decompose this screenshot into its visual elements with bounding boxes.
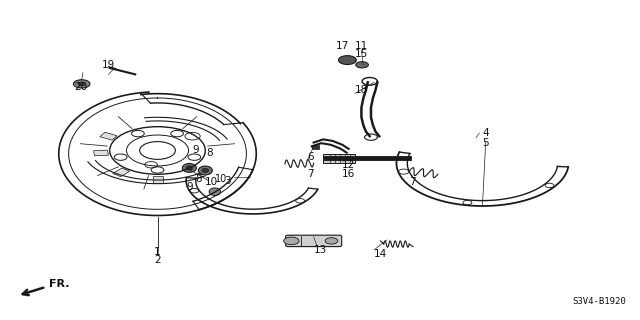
Text: 6: 6: [307, 152, 314, 162]
Ellipse shape: [182, 164, 196, 172]
Circle shape: [74, 80, 90, 88]
Bar: [323, 154, 355, 163]
Text: 3: 3: [224, 176, 231, 186]
Text: 18: 18: [355, 85, 368, 95]
Text: 5: 5: [483, 138, 489, 148]
Bar: [312, 145, 319, 149]
Text: 1: 1: [154, 247, 161, 257]
Text: 10: 10: [214, 174, 227, 184]
Bar: [100, 132, 117, 140]
Bar: [153, 176, 163, 182]
Ellipse shape: [186, 166, 193, 170]
Circle shape: [356, 62, 369, 68]
Text: 10: 10: [205, 177, 218, 187]
Text: 17: 17: [335, 41, 349, 51]
Circle shape: [284, 237, 299, 245]
Circle shape: [78, 82, 86, 86]
Text: 4: 4: [483, 128, 489, 138]
Text: 13: 13: [314, 245, 326, 255]
Text: 7: 7: [409, 177, 416, 187]
Text: S3V4-B1920: S3V4-B1920: [572, 297, 626, 306]
Text: 14: 14: [374, 249, 387, 259]
Ellipse shape: [209, 188, 221, 196]
Text: 11: 11: [355, 41, 368, 51]
Ellipse shape: [198, 166, 212, 175]
Text: 19: 19: [102, 60, 115, 70]
Text: 2: 2: [154, 255, 161, 265]
Text: 15: 15: [355, 49, 368, 59]
Text: 9: 9: [193, 145, 199, 155]
Text: FR.: FR.: [49, 279, 70, 289]
Bar: [93, 150, 108, 156]
Ellipse shape: [202, 168, 209, 173]
Text: 7: 7: [307, 169, 314, 179]
Text: 12: 12: [342, 160, 355, 170]
Text: 8: 8: [206, 148, 212, 158]
Text: 16: 16: [342, 169, 355, 179]
Circle shape: [325, 238, 338, 244]
Bar: [113, 168, 130, 177]
FancyBboxPatch shape: [285, 235, 342, 247]
Circle shape: [339, 56, 356, 65]
Text: 8: 8: [196, 174, 202, 184]
Text: 9: 9: [186, 182, 193, 192]
Text: 20: 20: [74, 82, 88, 92]
